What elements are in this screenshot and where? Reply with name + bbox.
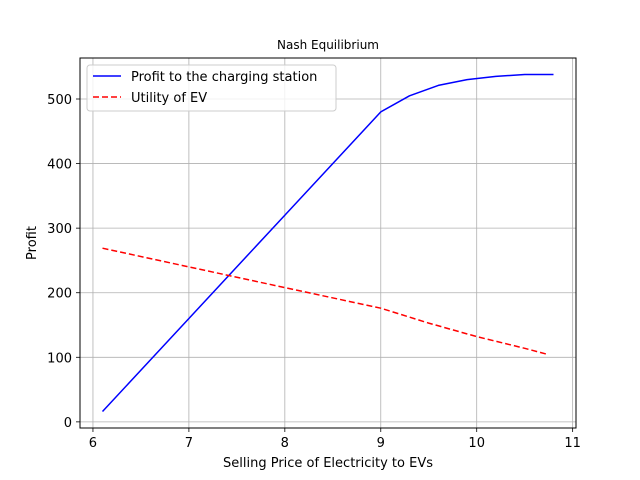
- y-axis-label: Profit: [25, 226, 40, 260]
- x-axis-label: Selling Price of Electricity to EVs: [223, 456, 433, 471]
- grid: [80, 58, 576, 428]
- y-tick-label: 400: [47, 158, 72, 173]
- x-tick-label: 7: [185, 436, 193, 451]
- x-tick-label: 6: [89, 436, 97, 451]
- series-line-utility: [102, 247, 549, 356]
- x-tick-label: 9: [377, 436, 385, 451]
- legend: Profit to the charging station Utility o…: [86, 64, 337, 112]
- legend-label-profit: Profit to the charging station: [131, 70, 317, 85]
- x-tick-label: 8: [281, 436, 289, 451]
- x-tick-label: 10: [468, 436, 485, 451]
- legend-box: [86, 64, 337, 112]
- legend-label-utility: Utility of EV: [131, 91, 207, 106]
- plot-frame: [79, 57, 577, 429]
- y-tick-label: 300: [47, 222, 72, 237]
- series-line-profit: [101, 73, 554, 413]
- chart-title: Nash Equilibrium: [277, 38, 379, 52]
- ticks: 6 7 8 9 10 11 0 100 200 300 400 500: [47, 93, 581, 451]
- x-tick-label: 11: [564, 436, 581, 451]
- y-tick-label: 500: [47, 93, 72, 108]
- plot-lines: [101, 73, 554, 413]
- y-tick-label: 100: [47, 351, 72, 366]
- y-tick-label: 0: [64, 416, 72, 431]
- y-tick-label: 200: [47, 287, 72, 302]
